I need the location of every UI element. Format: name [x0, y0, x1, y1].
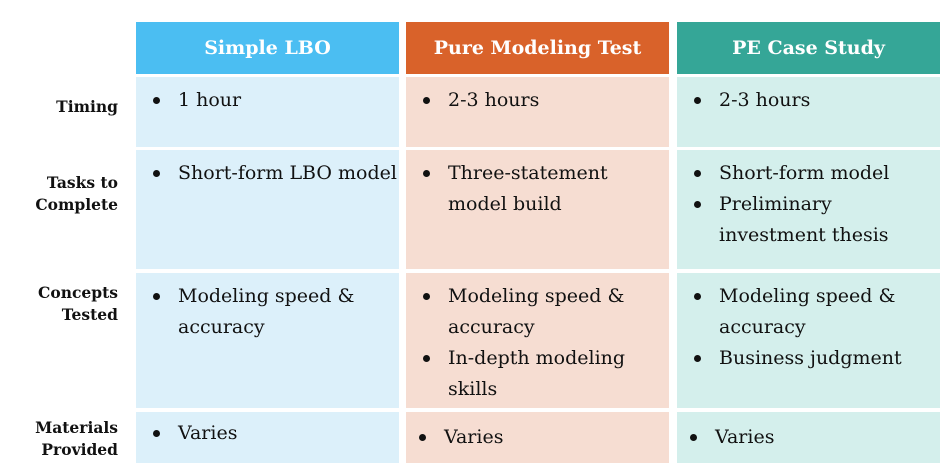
bullet-list: Short-form model Preliminary investment … [691, 158, 940, 251]
bullet-list: Short-form LBO model [150, 158, 399, 189]
bullet-item: In-depth modeling skills [420, 343, 669, 405]
cell-timing-simple-lbo: 1 hour [136, 77, 399, 147]
bullet-list: Varies [150, 418, 399, 449]
bullet-list: Modeling speed & accuracy In-depth model… [420, 281, 669, 405]
bullet-list: 1 hour [150, 85, 399, 116]
row-label-line: Tested [61, 305, 118, 324]
row-label-line: Provided [41, 440, 118, 459]
bullet-item: 2-3 hours [691, 85, 940, 116]
header-pe-case-study: PE Case Study [677, 22, 940, 74]
bullet-item: 2-3 hours [420, 85, 669, 116]
cell-tasks-pure-modeling: Three-statement model build [406, 150, 669, 269]
bullet-item: Preliminary investment thesis [691, 189, 940, 251]
row-label-line: Materials [35, 418, 118, 437]
row-label-line: Timing [56, 97, 118, 116]
bullet-list: 2-3 hours [420, 85, 669, 116]
bullet-list: Three-statement model build [420, 158, 669, 220]
bullet-item: Modeling speed & accuracy [691, 281, 940, 343]
bullet-item: Varies [150, 418, 399, 449]
bullet-list: Varies [687, 422, 940, 453]
row-label-materials: Materials Provided [0, 417, 118, 461]
row-label-concepts: Concepts Tested [0, 282, 118, 326]
cell-materials-simple-lbo: Varies [136, 412, 399, 463]
cell-concepts-simple-lbo: Modeling speed & accuracy [136, 273, 399, 408]
bullet-list: 2-3 hours [691, 85, 940, 116]
cell-timing-pe-case: 2-3 hours [677, 77, 940, 147]
header-pure-modeling-test: Pure Modeling Test [406, 22, 669, 74]
bullet-list: Modeling speed & accuracy [150, 281, 399, 343]
bullet-item: Modeling speed & accuracy [150, 281, 399, 343]
cell-materials-pe-case: Varies [677, 412, 940, 463]
row-label-timing: Timing [0, 96, 118, 118]
bullet-list: Varies [416, 422, 669, 453]
cell-tasks-pe-case: Short-form model Preliminary investment … [677, 150, 940, 269]
cell-timing-pure-modeling: 2-3 hours [406, 77, 669, 147]
bullet-item: Modeling speed & accuracy [420, 281, 669, 343]
cell-materials-pure-modeling: Varies [406, 412, 669, 463]
bullet-list: Modeling speed & accuracy Business judgm… [691, 281, 940, 374]
bullet-item: Business judgment [691, 343, 940, 374]
bullet-item: Short-form LBO model [150, 158, 399, 189]
row-label-line: Tasks to [46, 173, 118, 192]
header-simple-lbo: Simple LBO [136, 22, 399, 74]
bullet-item: Three-statement model build [420, 158, 669, 220]
cell-concepts-pe-case: Modeling speed & accuracy Business judgm… [677, 273, 940, 408]
row-label-line: Concepts [38, 283, 118, 302]
bullet-item: Short-form model [691, 158, 940, 189]
row-label-line: Complete [35, 195, 118, 214]
cell-tasks-simple-lbo: Short-form LBO model [136, 150, 399, 269]
bullet-item: Varies [416, 422, 669, 453]
row-label-tasks: Tasks to Complete [0, 172, 118, 216]
bullet-item: Varies [687, 422, 940, 453]
bullet-item: 1 hour [150, 85, 399, 116]
cell-concepts-pure-modeling: Modeling speed & accuracy In-depth model… [406, 273, 669, 408]
